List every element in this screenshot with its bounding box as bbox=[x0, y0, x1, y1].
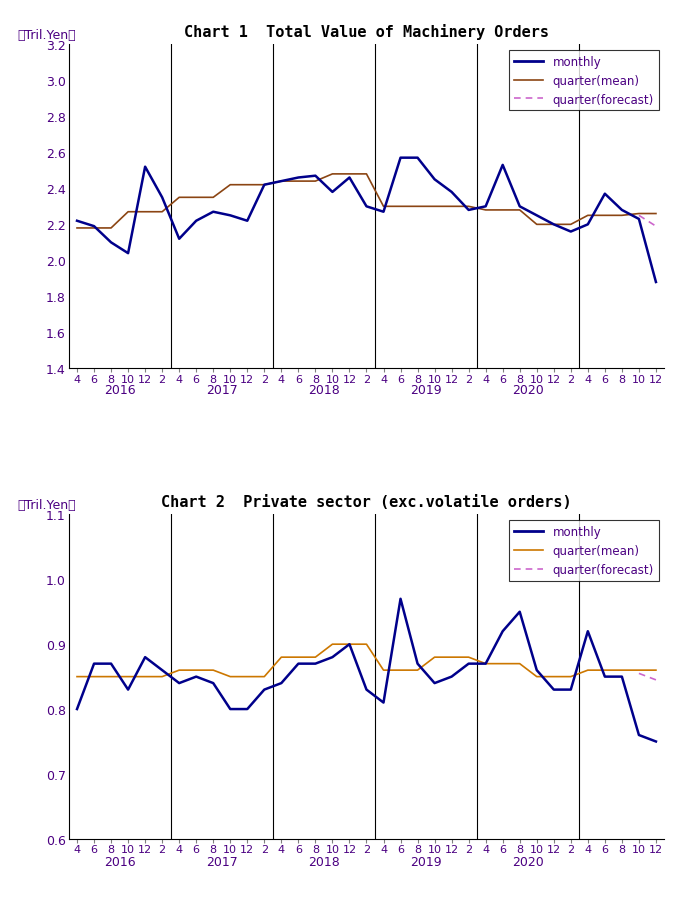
Title: Chart 2  Private sector (exc.volatile orders): Chart 2 Private sector (exc.volatile ord… bbox=[161, 494, 572, 510]
Text: 2020: 2020 bbox=[512, 855, 544, 868]
Text: 2018: 2018 bbox=[308, 383, 340, 397]
Text: 2016: 2016 bbox=[103, 855, 136, 868]
Legend: monthly, quarter(mean), quarter(forecast): monthly, quarter(mean), quarter(forecast… bbox=[509, 51, 658, 111]
Text: 2017: 2017 bbox=[206, 383, 238, 397]
Text: 2016: 2016 bbox=[103, 383, 136, 397]
Text: （Tril.Yen）: （Tril.Yen） bbox=[18, 499, 77, 511]
Text: 2018: 2018 bbox=[308, 855, 340, 868]
Title: Chart 1  Total Value of Machinery Orders: Chart 1 Total Value of Machinery Orders bbox=[184, 23, 549, 40]
Text: 2017: 2017 bbox=[206, 855, 238, 868]
Text: 2020: 2020 bbox=[512, 383, 544, 397]
Text: 2019: 2019 bbox=[410, 855, 442, 868]
Text: （Tril.Yen）: （Tril.Yen） bbox=[18, 29, 77, 41]
Legend: monthly, quarter(mean), quarter(forecast): monthly, quarter(mean), quarter(forecast… bbox=[509, 520, 658, 581]
Text: 2019: 2019 bbox=[410, 383, 442, 397]
